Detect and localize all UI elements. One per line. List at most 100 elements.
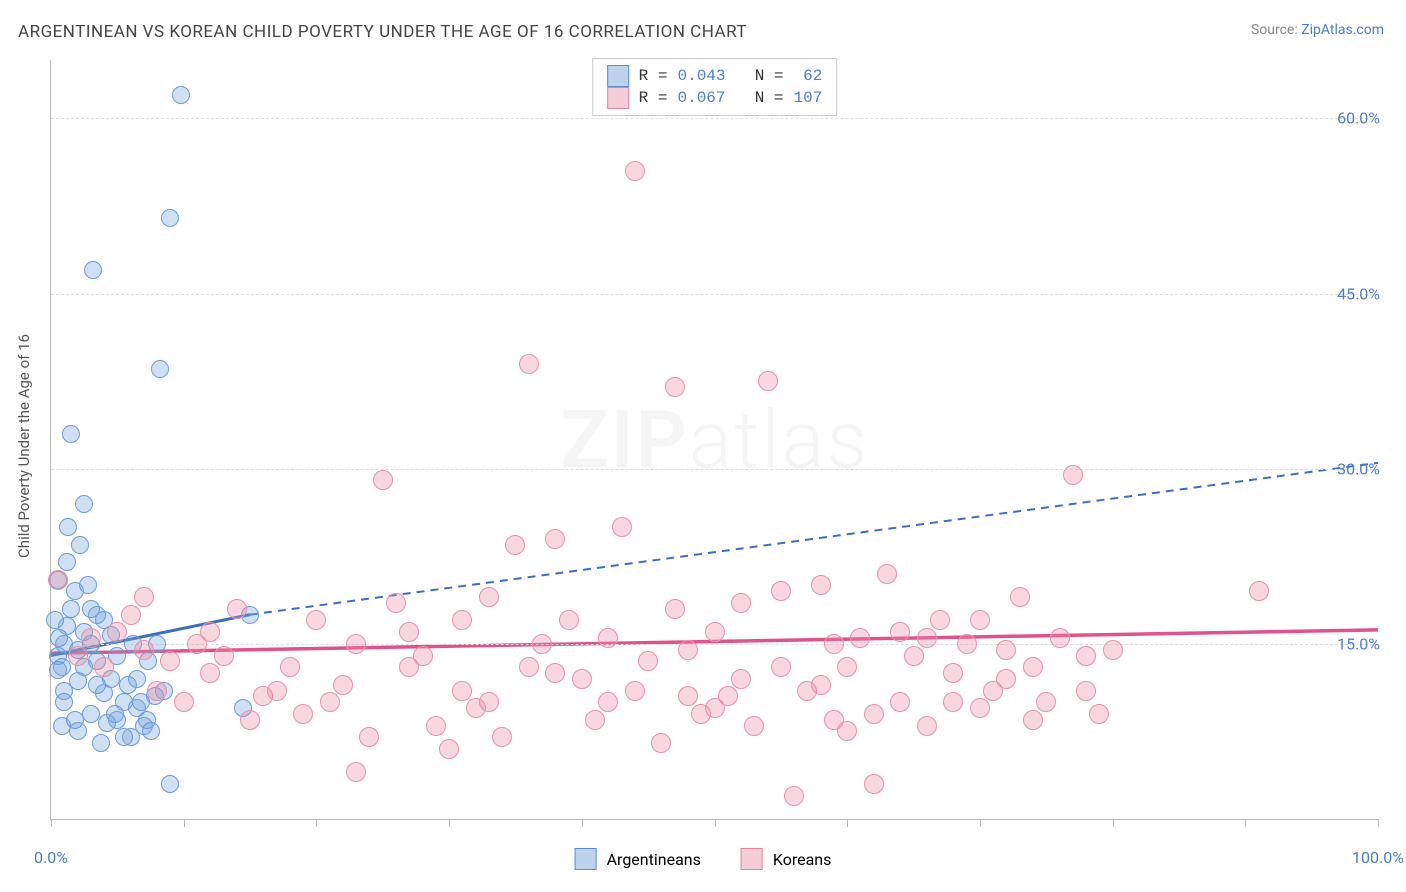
data-point [227, 599, 247, 619]
bottom-legend: Argentineans Koreans [575, 848, 832, 870]
data-point [505, 535, 525, 555]
data-point [359, 727, 379, 747]
xtick [1113, 819, 1114, 827]
data-point [452, 610, 472, 630]
data-point [1249, 581, 1269, 601]
data-point [1076, 681, 1096, 701]
data-point [79, 576, 97, 594]
legend-item-koreans: Koreans [741, 848, 832, 870]
xtick [51, 819, 52, 827]
data-point [1023, 657, 1043, 677]
data-point [864, 704, 884, 724]
source-attribution: Source: ZipAtlas.com [1251, 22, 1384, 38]
data-point [306, 610, 326, 630]
data-point [957, 634, 977, 654]
source-label: Source: [1251, 22, 1301, 38]
data-point [758, 371, 778, 391]
data-point [66, 711, 84, 729]
data-point [784, 786, 804, 806]
ytick-label: 45.0% [1337, 284, 1380, 303]
data-point [373, 470, 393, 490]
data-point [1063, 465, 1083, 485]
data-point [585, 710, 605, 730]
gridline [51, 469, 1378, 470]
stats-row-koreans: R = 0.067 N = 107 [607, 87, 823, 109]
source-link[interactable]: ZipAtlas.com [1301, 22, 1384, 38]
xtick [715, 819, 716, 827]
xtick [316, 819, 317, 827]
data-point [545, 529, 565, 549]
data-point [46, 611, 64, 629]
data-point [293, 704, 313, 724]
data-point [625, 681, 645, 701]
data-point [665, 377, 685, 397]
stats-legend: R = 0.043 N = 62 R = 0.067 N = 107 [592, 58, 838, 116]
data-point [200, 622, 220, 642]
data-point [132, 693, 150, 711]
xtick-label: 100.0% [1352, 848, 1404, 867]
data-point [128, 670, 146, 688]
data-point [917, 628, 937, 648]
watermark: ZIPatlas [560, 393, 869, 487]
data-point [731, 669, 751, 689]
data-point [134, 640, 154, 660]
stat-r-value-0: 0.043 [677, 67, 725, 85]
xtick [980, 819, 981, 827]
data-point [174, 692, 194, 712]
ytick-label: 15.0% [1337, 634, 1380, 653]
data-point [240, 710, 260, 730]
plot-area: ZIPatlas R = 0.043 N = 62 R = 0.067 N = … [50, 60, 1378, 820]
data-point [678, 686, 698, 706]
legend-label-koreans: Koreans [773, 850, 832, 869]
data-point [71, 536, 89, 554]
data-point [744, 716, 764, 736]
data-point [532, 634, 552, 654]
legend-label-argentineans: Argentineans [607, 850, 701, 869]
stat-r-label: R = [639, 67, 668, 85]
legend-swatch-argentineans [575, 848, 597, 870]
stats-row-argentineans: R = 0.043 N = 62 [607, 65, 823, 87]
data-point [92, 734, 110, 752]
ytick-label: 60.0% [1337, 109, 1380, 128]
data-point [612, 517, 632, 537]
data-point [84, 261, 102, 279]
xtick [1245, 819, 1246, 827]
data-point [837, 657, 857, 677]
data-point [151, 360, 169, 378]
data-point [48, 570, 68, 590]
data-point [943, 663, 963, 683]
stat-n-value-0: 62 [794, 67, 823, 85]
data-point [49, 661, 67, 679]
data-point [519, 354, 539, 374]
data-point [386, 593, 406, 613]
data-point [62, 425, 80, 443]
data-point [811, 575, 831, 595]
stat-n-label: N = [736, 89, 784, 107]
data-point [59, 518, 77, 536]
data-point [147, 681, 167, 701]
data-point [479, 587, 499, 607]
data-point [665, 599, 685, 619]
data-point [877, 564, 897, 584]
legend-swatch-koreans [741, 848, 763, 870]
data-point [50, 629, 68, 647]
data-point [75, 495, 93, 513]
data-point [68, 646, 88, 666]
data-point [1103, 640, 1123, 660]
data-point [651, 733, 671, 753]
data-point [69, 672, 87, 690]
data-point [559, 610, 579, 630]
data-point [107, 622, 127, 642]
chart-container: ARGENTINEAN VS KOREAN CHILD POVERTY UNDE… [0, 0, 1406, 892]
data-point [625, 161, 645, 181]
data-point [890, 692, 910, 712]
data-point [479, 692, 499, 712]
data-point [333, 675, 353, 695]
data-point [837, 721, 857, 741]
data-point [88, 676, 106, 694]
xtick [582, 819, 583, 827]
data-point [346, 762, 366, 782]
data-point [943, 692, 963, 712]
data-point [970, 698, 990, 718]
data-point [88, 606, 106, 624]
